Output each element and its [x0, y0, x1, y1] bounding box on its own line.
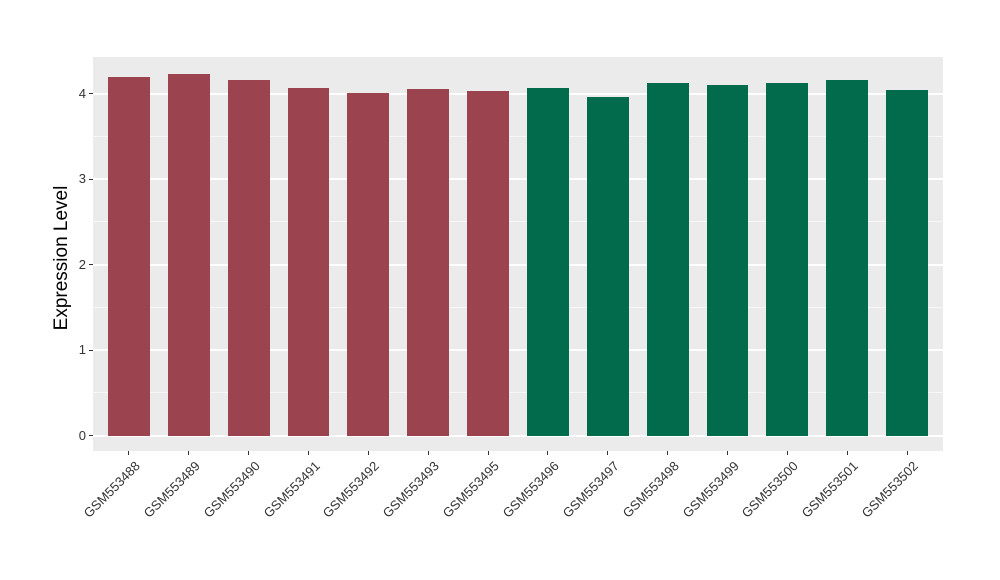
bar-GSM553489	[167, 74, 210, 436]
x-tick-label: GSM553493	[379, 458, 443, 521]
y-tick-label: 4	[78, 85, 86, 101]
x-tick-label: GSM553501	[798, 458, 862, 521]
bar-GSM553496	[526, 87, 569, 436]
plot-area	[93, 57, 943, 451]
x-tick-mark	[128, 451, 130, 455]
x-tick-mark	[727, 451, 728, 455]
bar-GSM553497	[586, 97, 629, 436]
bar-GSM553495	[467, 91, 509, 436]
y-gridline-minor	[93, 221, 943, 223]
y-gridline-major	[93, 263, 943, 266]
bar-GSM553500	[766, 83, 809, 436]
y-gridline-major	[93, 349, 943, 352]
bar-GSM553493	[407, 88, 450, 436]
x-tick-label: GSM553496	[499, 458, 562, 521]
bar-GSM553499	[706, 85, 749, 436]
y-gridline-minor	[93, 135, 943, 137]
x-tick-label: GSM553499	[679, 458, 742, 521]
x-tick-mark	[487, 451, 489, 455]
x-tick-mark	[248, 451, 250, 455]
x-tick-label: GSM553498	[619, 458, 682, 521]
y-tick-label: 3	[78, 171, 86, 187]
y-tick-label: 2	[78, 256, 86, 272]
x-tick-label: GSM553490	[200, 458, 263, 521]
x-tick-mark	[786, 451, 788, 455]
x-tick-mark	[607, 451, 609, 455]
x-tick-label: GSM553502	[858, 458, 921, 521]
bar-GSM553502	[886, 90, 929, 436]
x-tick-label: GSM553488	[80, 458, 143, 521]
x-tick-label: GSM553491	[260, 458, 323, 521]
x-tick-mark	[906, 451, 908, 455]
x-tick-label: GSM553500	[739, 458, 802, 521]
y-tick-mark	[89, 93, 93, 95]
x-tick-label: GSM553492	[320, 458, 383, 521]
y-gridline-minor	[93, 306, 943, 308]
x-tick-mark	[188, 451, 190, 455]
y-tick-mark	[89, 349, 93, 351]
x-tick-mark	[846, 451, 848, 455]
x-tick-label: GSM553489	[140, 458, 203, 521]
y-gridline-minor	[93, 392, 943, 394]
y-tick-mark	[89, 264, 93, 266]
y-tick-mark	[89, 435, 93, 437]
bar-GSM553498	[646, 82, 689, 436]
x-tick-label: GSM553495	[439, 458, 502, 521]
y-gridline-major	[93, 92, 943, 95]
x-tick-mark	[547, 451, 549, 455]
x-tick-mark	[427, 451, 429, 455]
x-tick-mark	[367, 451, 369, 455]
bar-GSM553501	[826, 80, 869, 436]
x-tick-mark	[667, 451, 669, 455]
x-tick-label: GSM553497	[559, 458, 622, 521]
y-tick-label: 1	[78, 342, 86, 358]
bar-GSM553488	[107, 76, 150, 436]
y-tick-label: 0	[78, 427, 86, 443]
y-tick-mark	[89, 178, 93, 180]
y-gridline-major	[93, 434, 943, 437]
bar-GSM553490	[227, 80, 270, 436]
y-gridline-major	[93, 178, 943, 181]
x-tick-mark	[307, 451, 309, 455]
bar-GSM553491	[287, 87, 330, 436]
bar-GSM553492	[347, 92, 390, 436]
